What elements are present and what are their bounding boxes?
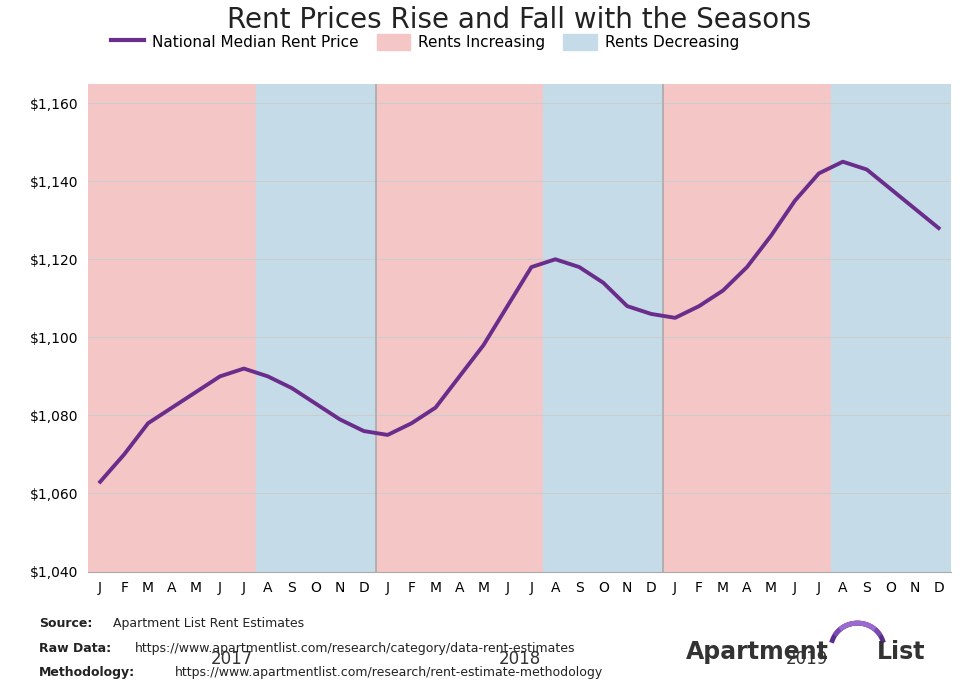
Text: 2018: 2018 [498,650,541,668]
Text: 2019: 2019 [786,650,828,668]
Text: 2017: 2017 [211,650,253,668]
Text: Source:: Source: [39,618,92,630]
Text: Apartment: Apartment [686,640,829,664]
Legend: National Median Rent Price, Rents Increasing, Rents Decreasing: National Median Rent Price, Rents Increa… [105,28,745,56]
Text: Apartment List Rent Estimates: Apartment List Rent Estimates [113,618,304,630]
Text: Raw Data:: Raw Data: [39,642,112,654]
Bar [256,84,375,572]
Bar [663,84,831,572]
Bar [543,84,663,572]
Title: Rent Prices Rise and Fall with the Seasons: Rent Prices Rise and Fall with the Seaso… [227,6,811,34]
Text: Methodology:: Methodology: [39,666,135,679]
Bar [88,84,256,572]
Bar [831,84,951,572]
Bar [375,84,543,572]
Text: List: List [877,640,925,664]
Text: https://www.apartmentlist.com/research/rent-estimate-methodology: https://www.apartmentlist.com/research/r… [174,666,603,679]
Text: https://www.apartmentlist.com/research/category/data-rent-estimates: https://www.apartmentlist.com/research/c… [135,642,575,654]
